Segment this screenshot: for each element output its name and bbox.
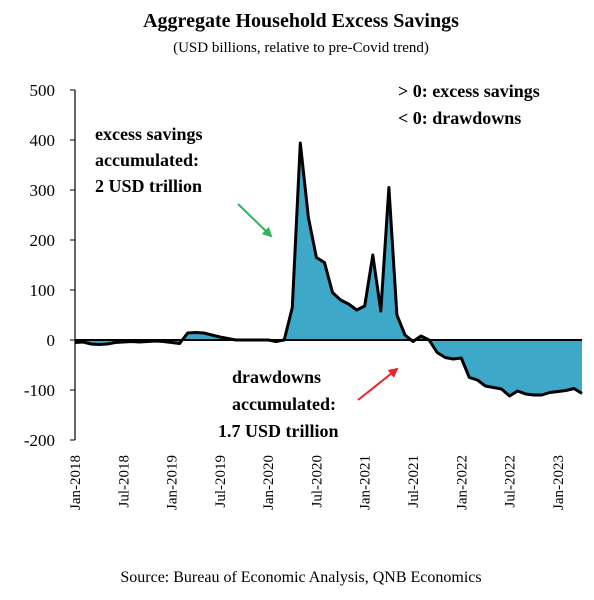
x-tick-label: Jan-2021 <box>358 455 374 510</box>
legend-note-positive: > 0: excess savings <box>398 81 540 101</box>
plot-area: 500 400 300 200 100 0 -100 -200 Jan-2018 Jul-201… <box>24 81 583 510</box>
x-tick-label: Jan-2018 <box>68 455 84 510</box>
y-axis-ticks: 500 400 300 200 100 0 -100 -200 <box>24 81 75 450</box>
x-tick-label: Jul-2019 <box>213 455 229 508</box>
chart-title: Aggregate Household Excess Savings <box>143 10 459 32</box>
y-tick-label: -200 <box>24 431 55 450</box>
x-tick-label: Jul-2022 <box>503 455 519 508</box>
y-tick-label: -100 <box>24 381 55 400</box>
annotation-negative-line3: 1.7 USD trillion <box>218 421 339 441</box>
arrow-positive <box>237 203 273 238</box>
area-fill <box>75 143 582 396</box>
y-tick-label: 200 <box>30 231 56 250</box>
x-tick-label: Jan-2019 <box>165 455 181 510</box>
annotation-negative-line2: accumulated: <box>232 394 336 414</box>
annotation-negative-line1: drawdowns <box>232 367 321 387</box>
annotation-positive-line2: accumulated: <box>95 150 199 170</box>
arrow-negative <box>357 367 399 401</box>
y-tick-label: 300 <box>30 181 56 200</box>
y-tick-label: 100 <box>30 281 56 300</box>
x-tick-label: Jan-2022 <box>454 455 470 510</box>
series-line <box>74 141 583 398</box>
x-tick-label: Jan-2023 <box>551 455 567 510</box>
x-tick-label: Jul-2020 <box>309 455 325 508</box>
legend-note-negative: < 0: drawdowns <box>398 108 521 128</box>
x-axis-ticks: Jan-2018 Jul-2018 Jan-2019 Jul-2019 Jan-2020… <box>68 455 567 510</box>
annotation-positive-line3: 2 USD trillion <box>95 176 202 196</box>
source-note: Source: Bureau of Economic Analysis, QNB… <box>120 569 481 586</box>
y-tick-label: 500 <box>30 81 56 100</box>
x-tick-label: Jul-2018 <box>116 455 132 508</box>
y-tick-label: 0 <box>47 331 56 350</box>
y-tick-label: 400 <box>30 131 56 150</box>
x-tick-label: Jul-2021 <box>406 455 422 508</box>
annotation-positive-line1: excess savings <box>95 124 203 144</box>
chart-subtitle: (USD billions, relative to pre-Covid tre… <box>173 40 429 56</box>
x-tick-label: Jan-2020 <box>261 455 277 510</box>
